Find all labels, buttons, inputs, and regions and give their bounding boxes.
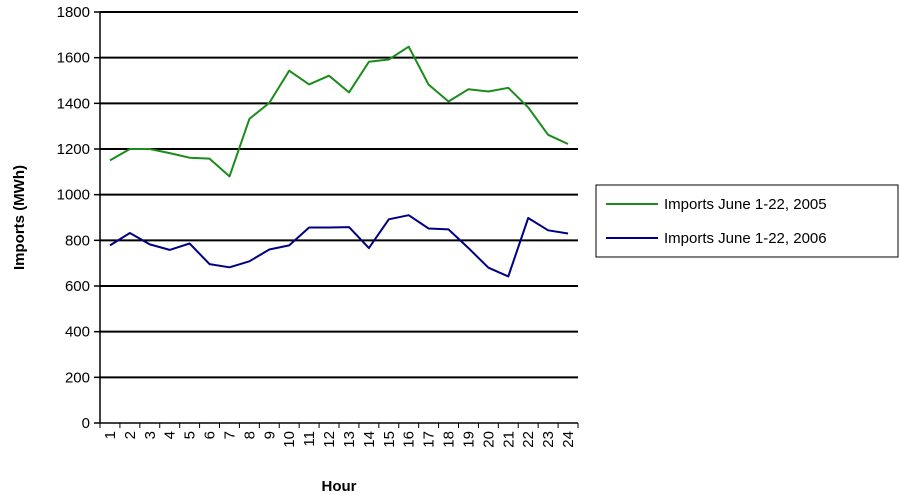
- x-tick-label-4: 4: [162, 431, 179, 439]
- y-tick-label-1200: 1200: [57, 141, 90, 158]
- legend-label-1: Imports June 1-22, 2005: [664, 196, 827, 213]
- x-tick-label-8: 8: [241, 431, 258, 439]
- y-tick-label-1600: 1600: [57, 50, 90, 67]
- x-tick-label-19: 19: [460, 431, 477, 448]
- x-tick-label-7: 7: [221, 431, 238, 439]
- x-tick-label-18: 18: [441, 431, 458, 448]
- x-tick-label-17: 17: [421, 431, 438, 448]
- y-tick-labels: 0 200 400 600 800 1000 1200 1400 1600 1800: [57, 4, 90, 432]
- x-tick-label-2: 2: [122, 431, 139, 439]
- x-tick-label-23: 23: [540, 431, 557, 448]
- x-tick-label-21: 21: [500, 431, 517, 448]
- x-tick-label-9: 9: [261, 431, 278, 439]
- gridlines: [94, 11, 578, 424]
- series-lines: [109, 45, 569, 278]
- x-tick-label-15: 15: [381, 431, 398, 448]
- y-tick-label-800: 800: [65, 232, 90, 249]
- x-tick-label-1: 1: [102, 431, 119, 439]
- x-tick-label-14: 14: [361, 431, 378, 448]
- y-tick-label-200: 200: [65, 369, 90, 386]
- x-tick-label-20: 20: [480, 431, 497, 448]
- legend-label-2: Imports June 1-22, 2006: [664, 230, 827, 247]
- legend-box: [595, 184, 899, 258]
- x-tick-label-3: 3: [142, 431, 159, 439]
- legend: Imports June 1-22, 2005 Imports June 1-22…: [595, 184, 899, 258]
- x-tick-labels: 1 2 3 4 5 6 7 8 9 10 11 12 13 14 15 16 17 18 19 20 21 22 23 24: [102, 431, 577, 448]
- x-tick-label-12: 12: [321, 431, 338, 448]
- x-tick-label-22: 22: [520, 431, 537, 448]
- x-tick-label-10: 10: [281, 431, 298, 448]
- y-axis-title: Imports (MWh): [11, 165, 28, 270]
- y-tick-label-1800: 1800: [57, 4, 90, 21]
- y-tick-label-0: 0: [82, 415, 90, 432]
- x-tick-label-5: 5: [182, 431, 199, 439]
- series-line-2: [109, 214, 569, 278]
- x-tick-label-16: 16: [401, 431, 418, 448]
- y-tick-label-600: 600: [65, 278, 90, 295]
- x-tick-label-6: 6: [202, 431, 219, 439]
- x-tick-label-24: 24: [560, 431, 577, 448]
- y-tick-label-1000: 1000: [57, 187, 90, 204]
- x-tick-label-11: 11: [301, 431, 318, 447]
- axes: [99, 12, 579, 428]
- x-tick-label-13: 13: [341, 431, 358, 448]
- y-tick-label-400: 400: [65, 324, 90, 341]
- series-line-1: [109, 45, 569, 178]
- x-axis-title: Hour: [322, 478, 357, 495]
- y-tick-label-1400: 1400: [57, 95, 90, 112]
